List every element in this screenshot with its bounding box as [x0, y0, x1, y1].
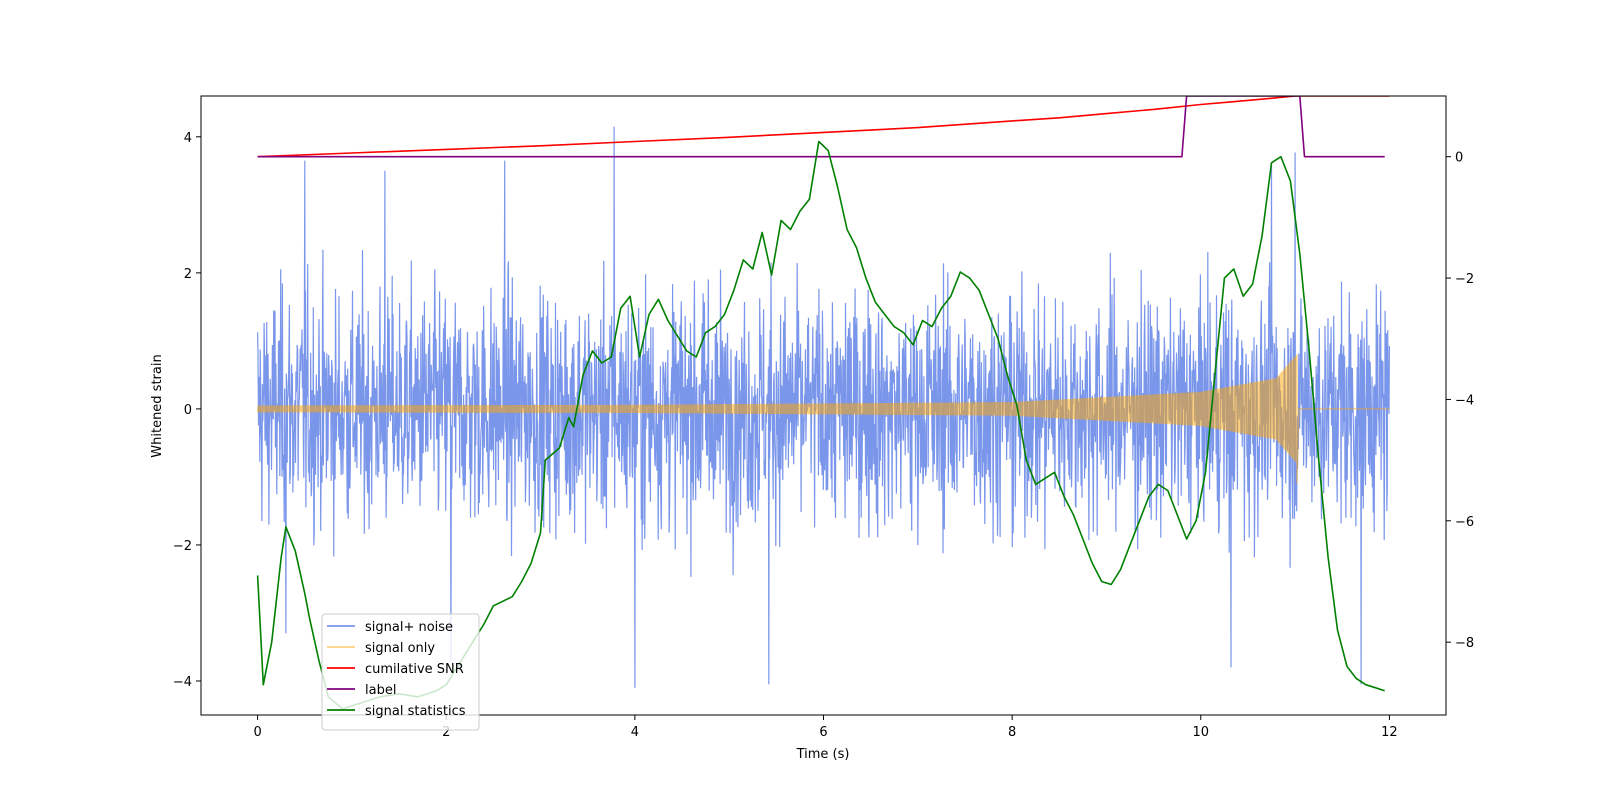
- y-axis-label: Whitened strain: [150, 354, 165, 457]
- x-axis-label: Time (s): [796, 747, 850, 762]
- legend: signal+ noise signal only cumilative SNR la…: [321, 613, 480, 731]
- x-tick-label: 2: [442, 725, 450, 740]
- x-tick-label: 0: [253, 725, 261, 740]
- y2-tick-label: −4: [1455, 393, 1474, 408]
- legend-label: signal+ noise: [365, 620, 453, 635]
- legend-label: signal statistics: [365, 704, 466, 719]
- y-tick-label: 0: [184, 403, 192, 418]
- x-tick-label: 12: [1381, 725, 1398, 740]
- legend-label: label: [365, 683, 396, 698]
- x-tick-label: 6: [819, 725, 827, 740]
- y-tick-label: −4: [173, 675, 192, 690]
- series-label: [257, 96, 1385, 158]
- y-tick-label: −2: [173, 539, 192, 554]
- y-tick-label: 2: [184, 267, 192, 282]
- legend-box: [321, 613, 480, 731]
- x-tick-label: 8: [1008, 725, 1016, 740]
- x-tick-label: 10: [1192, 725, 1209, 740]
- series-signal-statistics: [256, 140, 1385, 710]
- series-cumilative-snr: [257, 96, 1390, 158]
- legend-label: signal only: [365, 641, 435, 656]
- x-tick-label: 4: [631, 725, 639, 740]
- y2-tick-label: −6: [1455, 515, 1474, 530]
- y2-tick-label: 0: [1455, 151, 1463, 166]
- y-tick-label: 4: [184, 131, 192, 146]
- y2-tick-label: −8: [1455, 636, 1474, 651]
- y-axis-left: −4 −2 0 2 4: [173, 131, 201, 690]
- y-axis-right: −8 −6 −4 −2 0: [1446, 151, 1474, 651]
- series-signal-only: [257, 354, 1390, 484]
- plot-area: [256, 96, 1390, 710]
- legend-label: cumilative SNR: [365, 662, 464, 677]
- y2-tick-label: −2: [1455, 272, 1474, 287]
